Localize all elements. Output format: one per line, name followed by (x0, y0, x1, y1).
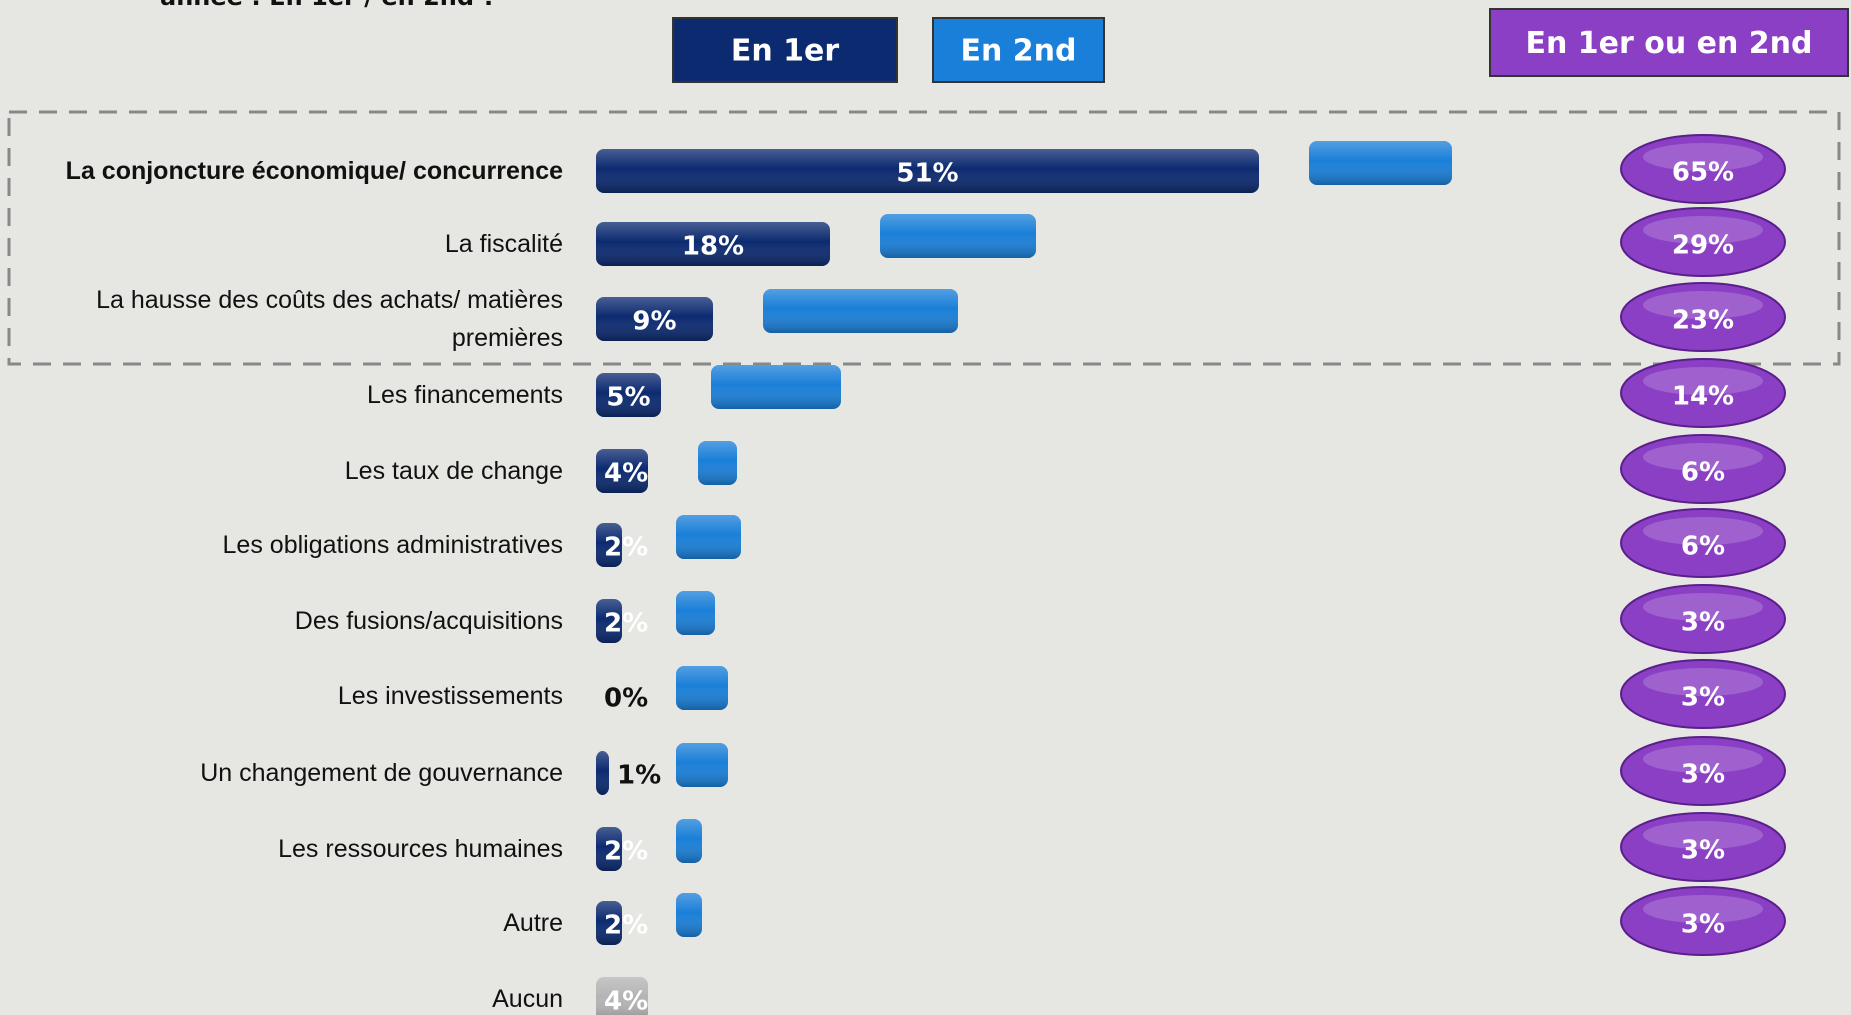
total-label: 29% (1672, 231, 1734, 261)
data-label: 18% (682, 232, 744, 262)
bubble-shine (1643, 367, 1763, 395)
total-bubble (1620, 584, 1786, 654)
bubble-shine (1643, 593, 1763, 621)
total-bubble (1620, 207, 1786, 277)
category-label: La fiscalité (444, 230, 563, 258)
legend-label: En 1er ou en 2nd (1525, 26, 1812, 61)
total-label: 65% (1672, 158, 1734, 188)
data-label: 2% (604, 533, 648, 563)
bubble-shine (1643, 443, 1763, 471)
category-label: Les financements (367, 381, 563, 409)
category-label: Des fusions/acquisitions (294, 607, 563, 635)
bar-shade (596, 751, 609, 795)
bar-shade (676, 743, 728, 787)
bubble-shine (1643, 291, 1763, 319)
bubble-shine (1643, 517, 1763, 545)
legend-swatch (932, 17, 1105, 83)
total-bubble (1620, 282, 1786, 352)
category-label: Les investissements (337, 682, 563, 710)
data-label: 2% (604, 911, 648, 941)
category-label: La conjoncture économique/ concurrence (65, 157, 563, 185)
total-bubble (1620, 434, 1786, 504)
total-label: 6% (1681, 458, 1725, 488)
legend-swatch (672, 17, 898, 83)
legend-swatch (1489, 8, 1849, 77)
subtitle: année : En 1er / en 2nd ? (160, 0, 496, 11)
bar-shade (676, 893, 702, 937)
total-label: 23% (1672, 306, 1734, 336)
bar-shade (676, 666, 728, 710)
bar-shade (596, 599, 622, 643)
bubble-shine (1643, 216, 1763, 244)
bar-shade (596, 977, 648, 1015)
data-label: 2% (604, 609, 648, 639)
category-label: Aucun (492, 985, 563, 1013)
bubble-shine (1643, 668, 1763, 696)
total-bubble (1620, 659, 1786, 729)
legend-label: En 1er (731, 34, 840, 69)
bar-shade (596, 373, 661, 417)
total-label: 3% (1681, 608, 1725, 638)
bar-shade (596, 297, 713, 341)
total-bubble (1620, 358, 1786, 428)
total-label: 3% (1681, 760, 1725, 790)
bar-shade (711, 365, 841, 409)
data-label: 4% (604, 987, 648, 1015)
total-bubble (1620, 886, 1786, 956)
bar-shade (596, 449, 648, 493)
total-label: 6% (1681, 532, 1725, 562)
data-label: 4% (604, 459, 648, 489)
data-label: 51% (896, 159, 958, 189)
total-label: 14% (1672, 382, 1734, 412)
bubble-shine (1643, 821, 1763, 849)
bubble-shine (1643, 745, 1763, 773)
category-label: Un changement de gouvernance (200, 759, 563, 787)
bar-shade (596, 901, 622, 945)
total-bubble (1620, 812, 1786, 882)
data-label: 1% (617, 761, 661, 791)
highlight-box (7, 110, 1841, 366)
bar-shade (596, 827, 622, 871)
bubble-shine (1643, 143, 1763, 171)
data-label: 0% (604, 684, 648, 714)
total-label: 3% (1681, 836, 1725, 866)
bar-shade (698, 441, 737, 485)
total-bubble (1620, 134, 1786, 204)
category-label: Les taux de change (344, 457, 563, 485)
bar-shade (596, 523, 622, 567)
total-label: 3% (1681, 910, 1725, 940)
bar-shade (596, 222, 830, 266)
legend-label: En 2nd (960, 34, 1076, 69)
data-label: 9% (632, 307, 676, 337)
data-label: 2% (604, 837, 648, 867)
category-label: La hausse des coûts des achats/ matières… (96, 286, 563, 352)
bar-shade (676, 515, 741, 559)
category-label: Les obligations administratives (222, 531, 563, 559)
data-label: 5% (606, 383, 650, 413)
bar-shade (880, 214, 1036, 258)
bar-shade (596, 149, 1259, 193)
total-label: 3% (1681, 683, 1725, 713)
bubble-shine (1643, 895, 1763, 923)
category-label: Autre (503, 909, 563, 937)
category-label: Les ressources humaines (278, 835, 563, 863)
bar-shade (676, 591, 715, 635)
bar-shade (1309, 141, 1452, 185)
total-bubble (1620, 736, 1786, 806)
total-bubble (1620, 508, 1786, 578)
bar-shade (676, 819, 702, 863)
bar-shade (763, 289, 958, 333)
